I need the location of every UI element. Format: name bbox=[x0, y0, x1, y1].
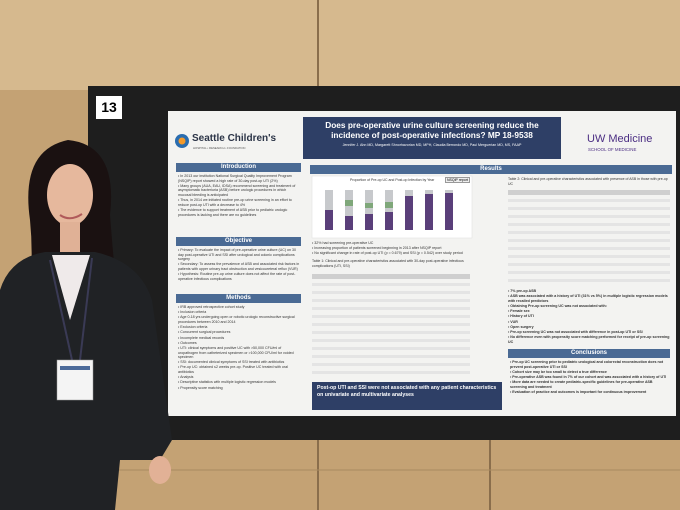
bullet: Secondary: To assess the prevalence of A… bbox=[178, 262, 300, 271]
logo-left: Seattle Children's bbox=[192, 133, 277, 144]
bullet: Concurrent surgical procedures bbox=[178, 330, 300, 335]
bullet: IRB approved retrospective cohort study bbox=[178, 305, 300, 310]
bullet: UTI: clinical symptoms and positive UC w… bbox=[178, 346, 300, 360]
bullet: Pre-op UC: obtained ≤2 weeks pre-op. Pos… bbox=[178, 365, 300, 374]
bullet: Analysis bbox=[178, 375, 300, 380]
bullet: Obtaining Pre-op screening UC was not as… bbox=[508, 304, 670, 309]
section-heading: Conclusions bbox=[508, 349, 670, 358]
bullet: Incomplete medical records bbox=[178, 336, 300, 341]
bullet: Primary: To evaluate the impact of pre-o… bbox=[178, 248, 300, 262]
table1-title: Table 1: Clinical and pre-operative char… bbox=[312, 259, 464, 268]
section-heading: Introduction bbox=[176, 163, 301, 172]
mouth bbox=[59, 213, 83, 220]
poster-title: Does pre-operative urine culture screeni… bbox=[325, 120, 539, 140]
section-heading: Results bbox=[310, 165, 672, 174]
bullet: Pre-op UC screening prior to pediatric u… bbox=[510, 360, 670, 369]
bullet: Pre-operative ASB was found in 7% of our… bbox=[510, 375, 670, 380]
table-rows bbox=[312, 190, 670, 374]
bullet: Thus, in 2014 we initiated routine pre-o… bbox=[178, 198, 300, 207]
section-heading: Methods bbox=[176, 294, 301, 303]
chart-bars bbox=[325, 193, 453, 230]
bullet: In 2013 our institution National Surgica… bbox=[178, 174, 300, 183]
chart-title: Proportion of Pre-op UC and Post-op Infe… bbox=[350, 178, 435, 182]
bullet: SSI: documented clinical symptoms of SSI… bbox=[178, 360, 300, 365]
bullet: Pre-op screening UC was not associated w… bbox=[508, 330, 670, 335]
section-heading: Objective bbox=[176, 237, 301, 246]
shirt bbox=[52, 255, 90, 320]
bullet: Many groups (AUA, EAU, IDSA) recommend s… bbox=[178, 184, 300, 198]
results-text: 32% had screening pre-operative UCIncrea… bbox=[312, 241, 472, 257]
bullet: The evidence to support treatment of ASB… bbox=[178, 208, 300, 217]
logo-mark bbox=[178, 137, 186, 145]
title-box: Does pre-operative urine culture screeni… bbox=[303, 117, 561, 159]
hand bbox=[149, 456, 171, 484]
bullet: Open surgery bbox=[508, 325, 670, 330]
bullet: 32% had screening pre-operative UC bbox=[312, 241, 472, 246]
bullet: More data are needed to create pediatric… bbox=[510, 380, 670, 389]
authors: Jennifer J. Ahn MD, Margarett Shnorhavor… bbox=[342, 143, 522, 147]
conclusions-text: Pre-op UC screening prior to pediatric u… bbox=[510, 360, 670, 412]
bullet: Evaluation of practice and outcomes is i… bbox=[510, 390, 670, 395]
bullet: Propensity score matching bbox=[178, 386, 300, 391]
bullet: VUR bbox=[508, 320, 670, 325]
bullet: Cohort size may be too small to detect a… bbox=[510, 370, 670, 375]
bullet: Age 0-18 yrs undergoing open or robotic … bbox=[178, 315, 300, 324]
chart-legend: NSQIP report bbox=[445, 177, 470, 183]
chart-bars bbox=[345, 200, 393, 208]
bullet: ASB was associated with a history of UTI… bbox=[508, 294, 670, 303]
logo-left-sub: HOSPITAL • RESEARCH • FOUNDATION bbox=[193, 146, 246, 150]
face bbox=[47, 164, 93, 226]
neck bbox=[60, 222, 80, 252]
board-number: 13 bbox=[96, 96, 122, 119]
lanyard bbox=[49, 257, 93, 361]
bullet: Female sex bbox=[508, 309, 670, 314]
table2-title: Table 2: Clinical and pre-operative char… bbox=[508, 177, 668, 186]
bullet: No significant change in rate of post-op… bbox=[312, 251, 472, 256]
results-right-text: 7% pre-op ASBASB was associated with a h… bbox=[508, 289, 670, 347]
bullet: Hypothesis: Routine pre-op urine culture… bbox=[178, 272, 300, 281]
results-banner: Post-op UTI and SSI were not associated … bbox=[312, 382, 502, 410]
badge-stripe bbox=[60, 366, 90, 370]
bullet: Increasing proportion of patients screen… bbox=[312, 246, 472, 251]
bullet: No difference even with propensity score… bbox=[508, 335, 670, 344]
logo-right: UW Medicine bbox=[587, 133, 653, 145]
intro-text: In 2013 our institution National Surgica… bbox=[178, 174, 300, 234]
wall-top bbox=[0, 0, 680, 90]
objective-text: Primary: To evaluate the impact of pre-o… bbox=[178, 248, 300, 292]
methods-text: IRB approved retrospective cohort studyI… bbox=[178, 305, 300, 411]
bullet: Exclusion criteria bbox=[178, 325, 300, 330]
bullet: Outcomes bbox=[178, 341, 300, 346]
bullet: 7% pre-op ASB bbox=[508, 289, 670, 294]
bullet: Descriptive statistics with multiple log… bbox=[178, 380, 300, 385]
logo-right-sub: SCHOOL OF MEDICINE bbox=[588, 147, 637, 152]
bullet: History of UTI bbox=[508, 314, 670, 319]
bullet: Inclusion criteria bbox=[178, 310, 300, 315]
